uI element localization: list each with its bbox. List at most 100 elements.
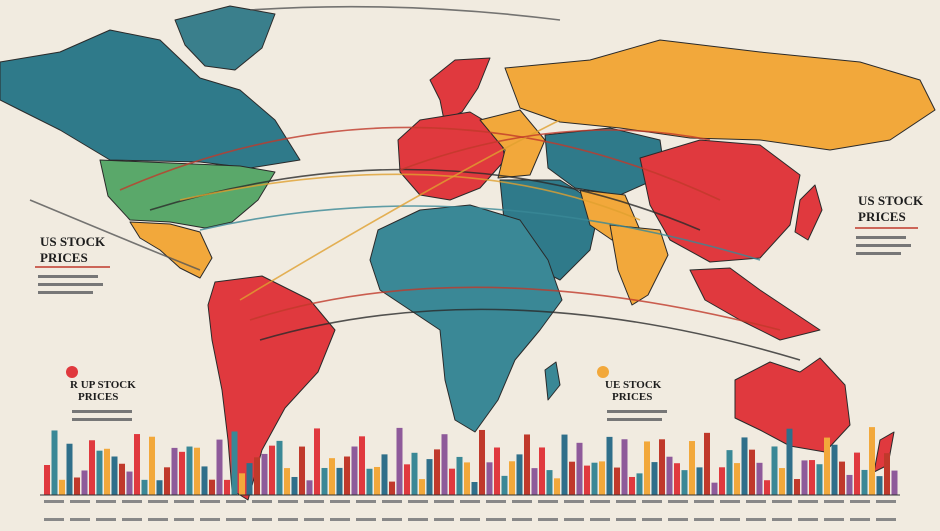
china	[639, 139, 801, 263]
decor-bar	[156, 480, 163, 495]
routes	[29, 5, 801, 361]
decor-bar	[141, 479, 148, 495]
decor-bar	[494, 447, 500, 495]
placeholder-text	[96, 518, 116, 521]
dot	[597, 366, 609, 378]
decor-bar	[891, 470, 898, 495]
decor-bar	[186, 446, 193, 495]
decor-bar	[216, 439, 223, 495]
placeholder-text	[607, 418, 662, 421]
decor-bar	[801, 460, 808, 495]
decor-bar	[59, 479, 65, 495]
placeholder-text	[642, 500, 662, 503]
placeholder-text	[226, 518, 246, 521]
placeholder-text	[798, 518, 818, 521]
callout-title: PRICES	[612, 391, 652, 403]
decor-bar	[689, 441, 695, 495]
decor-bar	[771, 446, 778, 495]
decor-bar	[479, 429, 485, 495]
canada	[0, 29, 301, 169]
placeholder-text	[564, 500, 584, 503]
route	[29, 199, 201, 271]
placeholder-text	[720, 500, 740, 503]
dot	[66, 366, 78, 378]
callout-title: UE STOCK	[605, 379, 662, 391]
placeholder-text	[226, 500, 246, 503]
decor-bar	[344, 456, 350, 495]
decor-bar	[726, 450, 733, 495]
placeholder-text	[824, 500, 844, 503]
decor-bar	[704, 432, 710, 495]
placeholder-text	[850, 500, 870, 503]
decor-bar	[824, 437, 830, 495]
placeholder-text	[278, 518, 298, 521]
decor-bar	[396, 427, 403, 495]
placeholder-text	[278, 500, 298, 503]
decor-bar	[531, 468, 538, 495]
australia	[734, 357, 851, 453]
decor-bar	[509, 461, 515, 495]
decor-bar	[839, 461, 845, 495]
decor-bar	[749, 449, 755, 495]
placeholder-text	[590, 500, 610, 503]
placeholder-text	[486, 500, 506, 503]
decor-bar	[104, 448, 110, 495]
placeholder-text	[38, 291, 93, 294]
decor-bar	[569, 461, 575, 495]
placeholder-text	[122, 518, 142, 521]
decor-bar	[644, 441, 650, 495]
callout-title: PRICES	[78, 391, 118, 403]
decor-bar	[321, 467, 328, 495]
decor-bar	[329, 458, 335, 495]
placeholder-text	[304, 500, 324, 503]
decor-bar	[441, 434, 448, 495]
decor-bar	[486, 462, 493, 495]
decor-bar	[831, 444, 838, 495]
decor-bar	[359, 436, 365, 495]
decor-bar	[426, 459, 433, 495]
decor-bar	[374, 466, 380, 495]
placeholder-text	[460, 518, 480, 521]
russia	[504, 39, 936, 151]
decor-bar	[741, 437, 748, 495]
placeholder-text	[850, 518, 870, 521]
placeholder-text	[694, 500, 714, 503]
japan	[794, 184, 823, 241]
placeholder-text	[382, 518, 402, 521]
placeholder-text	[434, 518, 454, 521]
decor-bar	[591, 462, 598, 495]
decor-bar	[171, 447, 178, 495]
decor-bar	[381, 454, 388, 495]
decor-bar	[659, 439, 665, 495]
placeholder-text	[434, 500, 454, 503]
decor-bar	[179, 451, 185, 495]
placeholder-text	[174, 500, 194, 503]
decor-bar	[299, 446, 305, 495]
greenland	[174, 5, 276, 71]
decor-bar	[786, 428, 793, 495]
placeholder-text	[408, 518, 428, 521]
decor-bar	[651, 462, 658, 495]
decor-bar	[284, 468, 290, 495]
decor-bar	[516, 454, 523, 495]
decor-bar	[434, 449, 440, 495]
placeholder-text	[746, 518, 766, 521]
placeholder-text	[330, 518, 350, 521]
placeholder-text	[607, 410, 667, 413]
placeholder-text	[746, 500, 766, 503]
decor-bar	[501, 475, 508, 495]
decor-bar	[554, 478, 560, 495]
decor-bar	[336, 467, 343, 495]
placeholder-text	[668, 500, 688, 503]
decor-bar	[576, 442, 583, 495]
placeholder-text	[304, 518, 324, 521]
usa	[99, 159, 276, 229]
route	[249, 286, 781, 331]
decor-bar	[164, 467, 170, 495]
decor-bar	[629, 476, 635, 495]
placeholder-text	[252, 500, 272, 503]
decor-bar	[419, 479, 425, 495]
placeholder-text	[668, 518, 688, 521]
placeholder-text	[590, 518, 610, 521]
